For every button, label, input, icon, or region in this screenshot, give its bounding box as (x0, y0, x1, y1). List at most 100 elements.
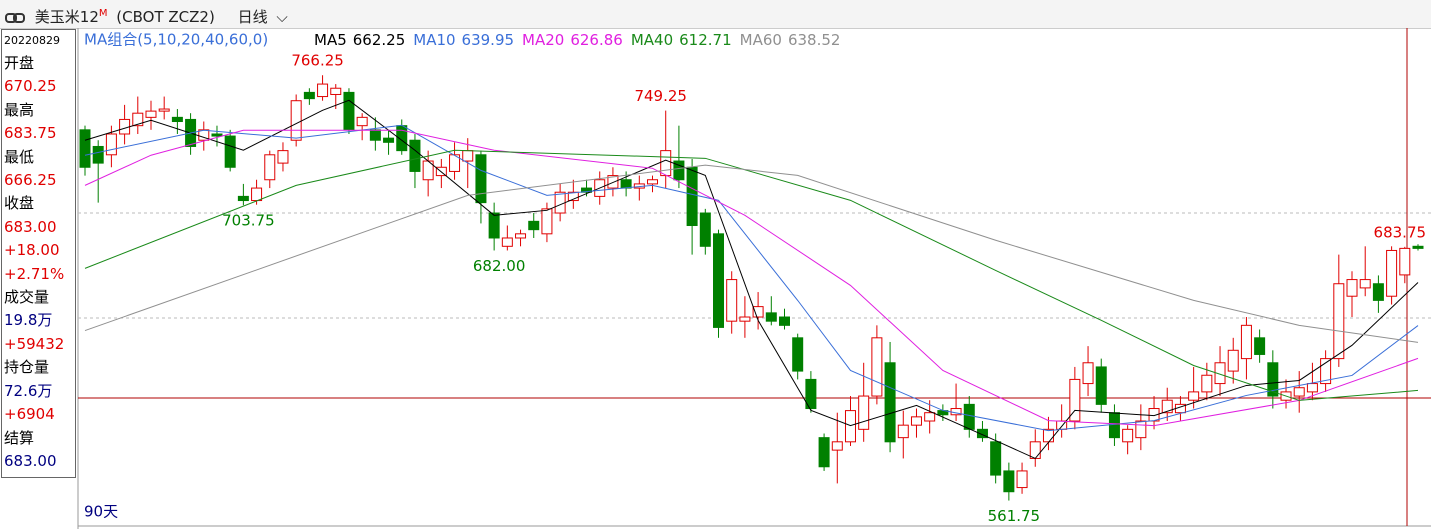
candle-body (277, 150, 289, 164)
candle-body (607, 175, 619, 189)
extreme-label: 766.25 (291, 52, 344, 70)
candle-body (713, 233, 725, 328)
info-label: 最高 (4, 100, 35, 119)
extreme-label: 682.00 (473, 257, 526, 275)
candle-body (1042, 428, 1054, 443)
candle-body (686, 166, 698, 227)
candle-body (132, 112, 144, 127)
info-value: +59432 (4, 334, 65, 353)
legend-name: MA10 (413, 31, 455, 49)
candle-body (488, 212, 500, 239)
candle-body (1122, 428, 1134, 443)
extreme-label: 749.25 (634, 87, 687, 105)
candle-body (1412, 245, 1424, 249)
name: 美玉米12 (34, 8, 99, 26)
candle-body (1069, 378, 1081, 422)
legend-entry: MA20 626.86 (522, 31, 623, 49)
info-value: +2.71% (4, 264, 65, 283)
candle-body (858, 395, 870, 430)
legend-value: 612.71 (679, 31, 732, 49)
candle-body (1016, 470, 1028, 489)
candle-body (752, 306, 764, 318)
info-value: 666.25 (4, 171, 57, 190)
candle-body (383, 137, 395, 143)
candle-body (792, 337, 804, 372)
candle-body (356, 116, 368, 127)
info-label: 最低 (4, 147, 35, 166)
info-label: 成交量 (4, 288, 50, 307)
candle-body (475, 154, 487, 204)
candle-body (990, 441, 1002, 476)
candle-body (158, 108, 170, 112)
legend-value: 638.52 (788, 31, 841, 49)
ma-line (84, 124, 1419, 432)
candle-body (620, 179, 632, 189)
link-icon (5, 12, 25, 23)
candle-body (765, 312, 777, 322)
candle-body (528, 220, 540, 231)
candle-body (726, 279, 738, 322)
candle-body (1227, 349, 1239, 372)
candle-body (924, 412, 936, 422)
candle-body (1240, 324, 1252, 360)
candle-body (369, 129, 381, 141)
candle-body (647, 179, 659, 185)
extreme-label: 561.75 (988, 507, 1041, 525)
ma-line (84, 149, 1419, 401)
info-value: 72.6万 (4, 381, 53, 400)
legend-name: MA20 (522, 31, 564, 49)
candle-body (317, 83, 329, 98)
ma-line (84, 164, 1419, 343)
candle-body (1386, 249, 1398, 297)
header: 美玉米12M (CBOT ZCZ2) 日线 ⌵ (0, 0, 1431, 29)
candle-body (1359, 279, 1371, 289)
candle-body (581, 187, 593, 193)
candle-body (1135, 420, 1147, 439)
extreme-label: 703.75 (222, 212, 275, 230)
legend-name: MA40 (631, 31, 673, 49)
candle-body (818, 437, 830, 468)
candle-body (805, 378, 817, 410)
info-label: 开盘 (4, 54, 35, 72)
legend-entry: MA60 638.52 (740, 31, 841, 49)
candle-body (145, 110, 157, 118)
info-label: 持仓量 (4, 358, 50, 377)
extreme-label: 683.75 (1374, 223, 1427, 241)
candle-body (844, 410, 856, 443)
candle-body (1293, 387, 1305, 397)
candle-body (343, 91, 355, 131)
candle-body (501, 237, 513, 247)
candle-body (237, 195, 249, 202)
symbol-code: (CBOT ZCZ2) (116, 8, 215, 26)
ma-line (84, 99, 1419, 460)
legend-entry: MA5 662.25 (314, 31, 405, 49)
candle-body (1306, 383, 1318, 393)
ma-title[interactable]: MA组合(5,10,20,40,60,0) (84, 31, 268, 49)
candle-body (171, 116, 183, 123)
footer: 90天 (84, 503, 118, 521)
period-select[interactable]: 日线 ⌵ (237, 8, 288, 26)
candle-body (79, 129, 91, 168)
candle-body (897, 424, 909, 439)
candle-body (251, 187, 263, 202)
candle-body (211, 133, 223, 137)
legend-value: 639.95 (462, 31, 515, 49)
info-value: 19.8万 (4, 311, 53, 330)
legend-entry: MA40 612.71 (631, 31, 732, 49)
candle-body (1333, 283, 1345, 360)
candle-body (1029, 441, 1041, 459)
candle-body (541, 208, 553, 235)
info-value: 683.75 (4, 124, 57, 143)
period[interactable]: 日线 (237, 8, 268, 26)
ma-line (84, 129, 1419, 427)
candle-body (1372, 283, 1384, 301)
candle-body (409, 139, 421, 172)
candle-body (330, 87, 342, 95)
candle-body (673, 160, 685, 181)
info-value: 683.00 (4, 451, 57, 470)
candle-body (554, 191, 566, 214)
info-value: +6904 (4, 405, 55, 424)
legend-entry: MA10 639.95 (413, 31, 514, 49)
date: 20220829 (4, 34, 60, 47)
